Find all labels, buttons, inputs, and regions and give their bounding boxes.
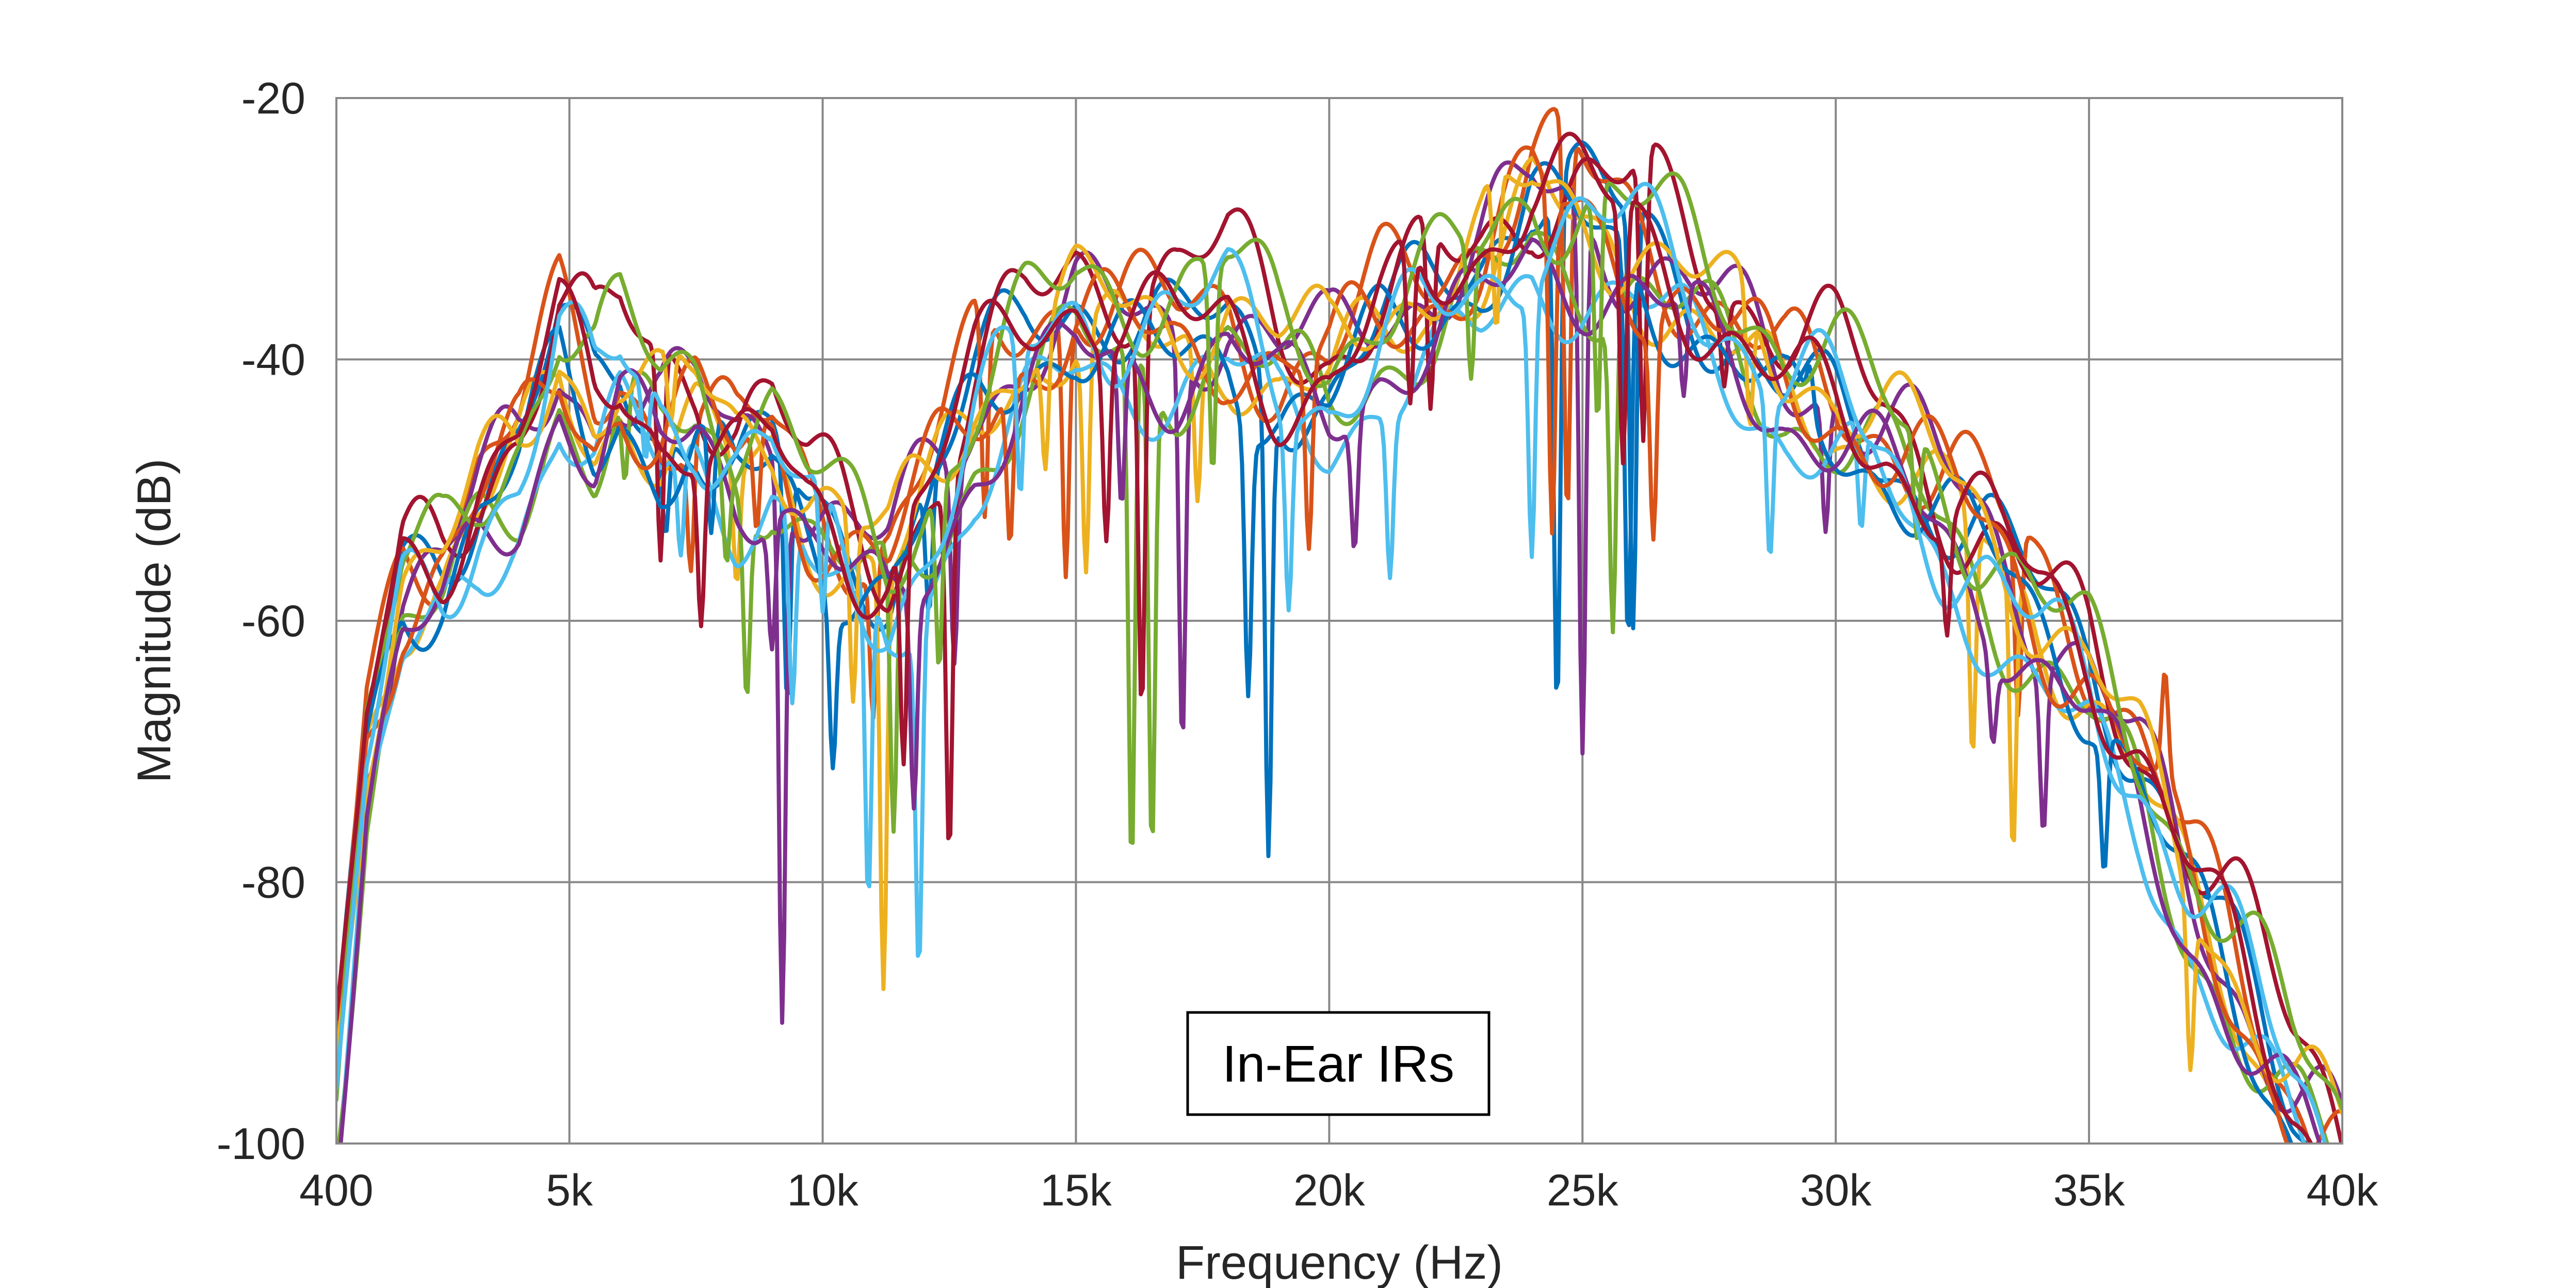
legend-box (1186, 1011, 1490, 1116)
y-tick-label: -100 (217, 1119, 305, 1169)
x-tick-label: 25k (1547, 1166, 1619, 1215)
series-line-3 (336, 156, 2290, 1144)
x-tick-label: 30k (1800, 1166, 1872, 1215)
x-tick-label: 40k (2307, 1166, 2379, 1215)
series-line-11 (338, 237, 2322, 1144)
legend-entry: In-Ear IRs (1222, 1035, 1454, 1093)
series-line-14 (336, 132, 2313, 1144)
series-line-1 (336, 140, 2310, 1144)
legend: In-Ear IRs (1186, 1011, 1490, 1116)
y-tick-label: -20 (241, 74, 305, 123)
x-tick-label: 5k (546, 1166, 593, 1215)
y-tick-label: -40 (241, 335, 305, 385)
x-tick-labels: 400 5k 10k 15k 20k 25k 30k 35k 40k (299, 1166, 2378, 1215)
x-tick-label: 35k (2053, 1166, 2126, 1215)
series-line-12 (336, 171, 2342, 1111)
y-axis-label: Magnitude (dB) (128, 459, 181, 783)
series-group (336, 107, 2342, 1144)
series-line-8 (336, 161, 2294, 1144)
series-line-13 (336, 182, 2327, 1144)
x-tick-label: 15k (1040, 1166, 1112, 1215)
x-tick-label: 20k (1293, 1166, 1366, 1215)
y-tick-label: -80 (241, 858, 305, 908)
x-tick-label: 10k (787, 1166, 859, 1215)
y-tick-labels: -100 -80 -60 -40 -20 (217, 74, 305, 1169)
x-axis-label: Frequency (Hz) (1176, 1236, 1503, 1288)
y-tick-label: -60 (241, 597, 305, 646)
plot-frame (335, 97, 2343, 1145)
x-tick-label: 400 (299, 1166, 374, 1215)
